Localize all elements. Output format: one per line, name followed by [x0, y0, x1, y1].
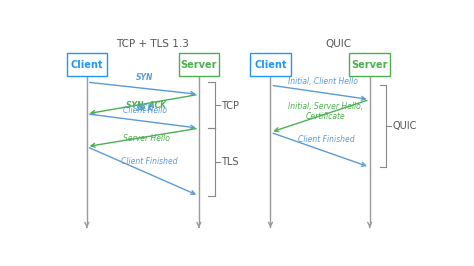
Text: Initial, Server Hello,
Certificate: Initial, Server Hello, Certificate [288, 102, 363, 121]
Text: Client: Client [254, 60, 287, 70]
FancyBboxPatch shape [349, 53, 390, 76]
Text: Initial, Client Hello: Initial, Client Hello [288, 77, 358, 86]
Text: QUIC: QUIC [393, 121, 417, 131]
Text: SYN: SYN [136, 73, 154, 82]
Text: TCP: TCP [221, 101, 239, 111]
Text: TLS: TLS [221, 157, 239, 167]
FancyBboxPatch shape [250, 53, 291, 76]
Text: QUIC: QUIC [325, 39, 352, 49]
Text: Client Hello: Client Hello [123, 106, 167, 115]
FancyBboxPatch shape [179, 53, 219, 76]
FancyBboxPatch shape [66, 53, 107, 76]
Text: Client Finished: Client Finished [121, 157, 178, 166]
Text: SYN, ACK: SYN, ACK [126, 101, 166, 110]
Text: Client: Client [71, 60, 103, 70]
Text: TCP + TLS 1.3: TCP + TLS 1.3 [117, 39, 189, 49]
Text: Server Hello: Server Hello [122, 134, 169, 143]
Text: Server: Server [181, 60, 217, 70]
Text: Client Finished: Client Finished [298, 135, 354, 144]
Text: Server: Server [351, 60, 388, 70]
Text: ACK: ACK [137, 103, 154, 113]
